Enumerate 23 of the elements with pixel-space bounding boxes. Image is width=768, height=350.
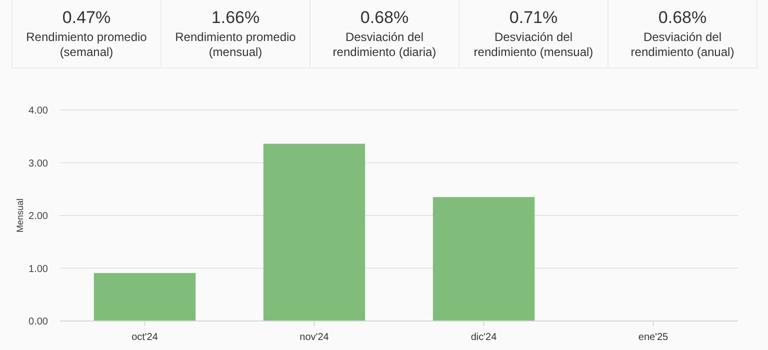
y-axis-title: Mensual [15, 198, 25, 233]
y-tick-label: 2.00 [28, 211, 48, 222]
category-label: Rendimiento promedio (semanal) [26, 30, 148, 59]
text: 0.47% [62, 8, 111, 27]
text: 0.68% [360, 8, 409, 27]
category-label: Desviación del rendimiento (mensual) [474, 30, 594, 59]
bar [94, 272, 196, 321]
text: 0.71% [509, 8, 558, 27]
y-tick-label: 4.00 [28, 106, 48, 116]
text: 1.66% [211, 8, 260, 27]
y-tick-label: 3.00 [28, 158, 48, 170]
category-label: Desviación del rendimiento (diaria) [332, 30, 436, 59]
bar [432, 197, 535, 321]
category-label: Rendimiento promedio (mensual) [175, 30, 296, 59]
bar [263, 144, 366, 321]
x-tick-label: ene'25 [638, 332, 669, 343]
x-tick-label: dic'24 [470, 332, 498, 343]
text: 0.68% [658, 8, 707, 27]
y-tick-label: 0.00 [28, 316, 48, 328]
y-tick-label: 1.00 [28, 264, 48, 275]
x-tick-label: nov'24 [300, 332, 330, 343]
category-label: Desviación del rendimiento (anual) [630, 30, 734, 59]
x-tick-label: oct'24 [132, 332, 158, 343]
